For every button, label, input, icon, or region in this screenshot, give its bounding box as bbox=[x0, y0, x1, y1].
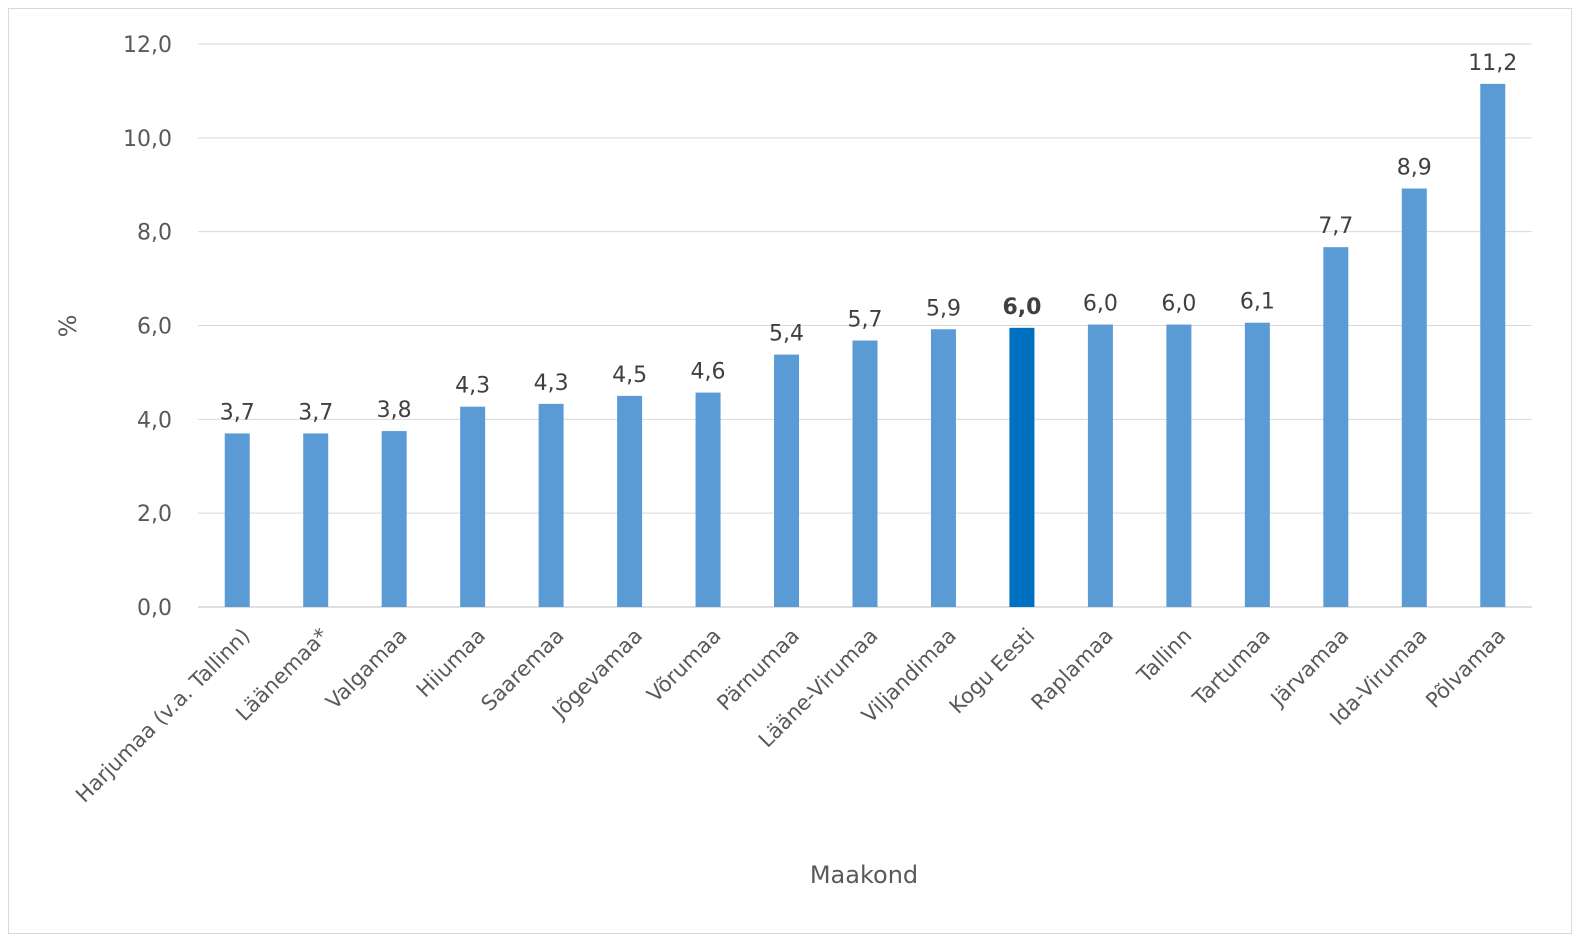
bar bbox=[1323, 247, 1349, 607]
data-label: 4,3 bbox=[455, 374, 490, 399]
data-label: 4,6 bbox=[691, 360, 726, 385]
x-tick-label: Tallinn bbox=[1132, 624, 1197, 689]
data-label: 5,7 bbox=[848, 308, 883, 333]
bar bbox=[930, 329, 956, 607]
x-tick-label: Valgamaa bbox=[321, 624, 411, 714]
x-tick-label: Võrumaa bbox=[642, 624, 725, 707]
data-label: 5,9 bbox=[926, 296, 961, 321]
y-axis-ticks: 0,0 2,0 4,0 6,0 8,0 10,0 12,0 bbox=[123, 33, 172, 621]
x-tick-label: Harjumaa (v.a. Tallinn) bbox=[71, 624, 255, 808]
x-axis-title: Maakond bbox=[810, 861, 918, 889]
data-label: 4,3 bbox=[534, 371, 569, 396]
x-tick-label: Hiiumaa bbox=[412, 624, 490, 702]
y-tick-label: 10,0 bbox=[123, 127, 172, 152]
bar bbox=[1480, 83, 1506, 608]
bar bbox=[1401, 188, 1427, 607]
x-axis-ticks: Harjumaa (v.a. Tallinn)Läänemaa*Valgamaa… bbox=[71, 624, 1510, 808]
y-axis-title: % bbox=[54, 315, 82, 338]
bar bbox=[538, 403, 564, 607]
x-tick-label: Raplamaa bbox=[1027, 624, 1118, 715]
data-label: 6,1 bbox=[1240, 290, 1275, 315]
bar bbox=[381, 431, 407, 607]
bar bbox=[1087, 324, 1113, 607]
y-tick-label: 6,0 bbox=[137, 315, 172, 340]
bar bbox=[1244, 322, 1270, 607]
bar bbox=[1166, 324, 1192, 607]
data-label: 3,7 bbox=[298, 400, 333, 425]
data-label: 3,8 bbox=[377, 398, 412, 423]
y-tick-label: 4,0 bbox=[137, 408, 172, 433]
y-tick-label: 8,0 bbox=[137, 221, 172, 246]
x-tick-label: Põlvamaa bbox=[1421, 624, 1510, 713]
bar bbox=[695, 392, 721, 607]
gridlines bbox=[198, 43, 1532, 608]
y-tick-label: 0,0 bbox=[137, 596, 172, 621]
data-label: 6,0 bbox=[1002, 295, 1041, 320]
data-label: 6,0 bbox=[1161, 292, 1196, 317]
bar bbox=[774, 354, 800, 607]
data-label: 3,7 bbox=[220, 400, 255, 425]
bar bbox=[303, 433, 329, 607]
bar bbox=[460, 406, 486, 607]
x-tick-label: Tartumaa bbox=[1187, 624, 1274, 711]
y-tick-label: 2,0 bbox=[137, 502, 172, 527]
bar bbox=[224, 433, 250, 607]
data-label: 8,9 bbox=[1397, 156, 1432, 181]
bars bbox=[224, 83, 1506, 608]
x-tick-label: Kogu Eesti bbox=[945, 624, 1040, 719]
bar bbox=[852, 340, 878, 607]
data-label: 4,5 bbox=[612, 363, 647, 388]
data-label: 5,4 bbox=[769, 322, 804, 347]
bar bbox=[617, 395, 643, 607]
data-label: 6,0 bbox=[1083, 292, 1118, 317]
bar bbox=[1009, 327, 1035, 607]
data-label: 11,2 bbox=[1468, 51, 1517, 76]
y-tick-label: 12,0 bbox=[123, 33, 172, 58]
data-labels: 3,7 3,7 3,8 4,3 4,3 4,5 4,6 5,4 5,7 5,9 6,0 6,0 6,0 6… bbox=[220, 51, 1518, 426]
data-label: 7,7 bbox=[1318, 214, 1353, 239]
